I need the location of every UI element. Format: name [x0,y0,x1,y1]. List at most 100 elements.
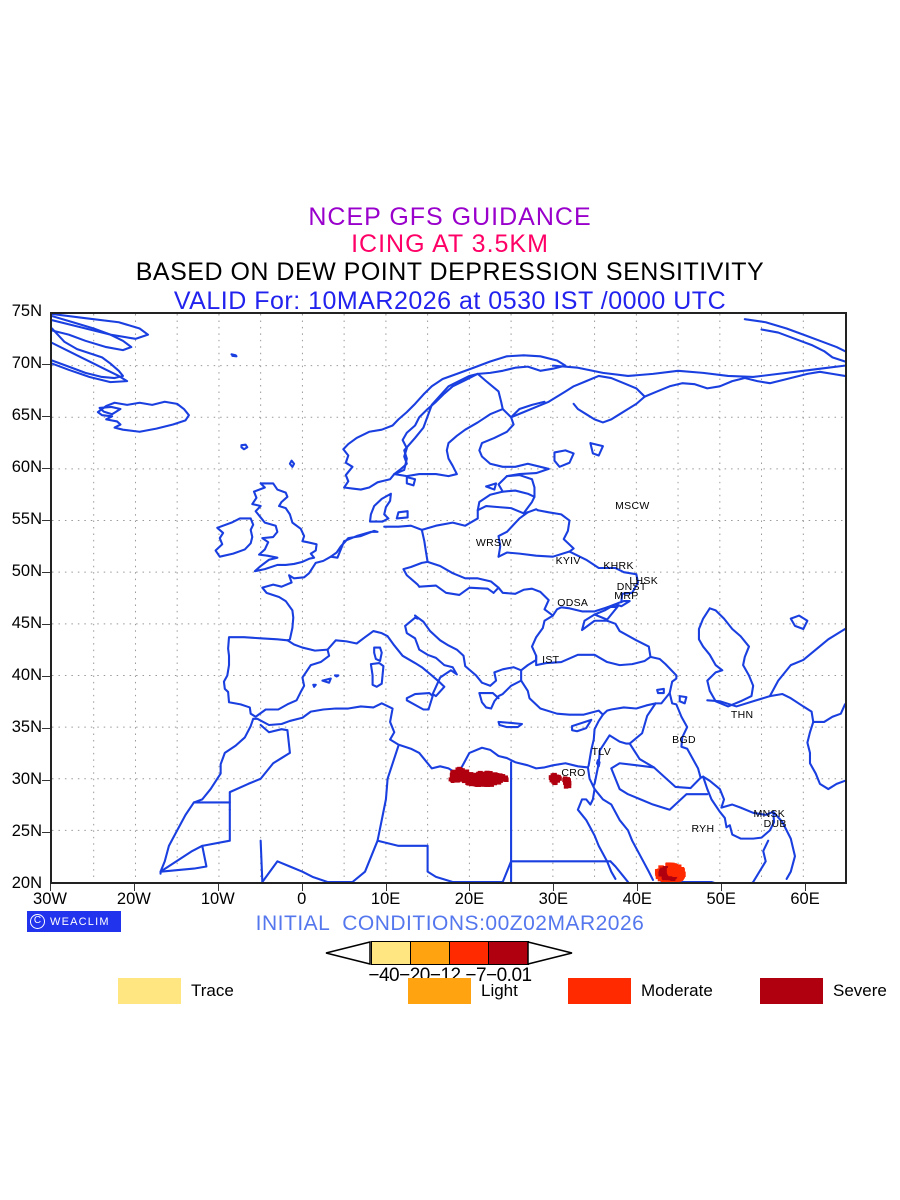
icing-cell [490,779,496,784]
lon-tick-mark [50,884,51,891]
lon-tick-label: 60E [790,890,820,908]
icing-data-overlay [448,766,686,882]
lon-tick-label: 20W [116,890,151,908]
icing-cell [663,868,668,874]
icing-cell [493,773,499,778]
icing-cell [552,772,557,778]
lat-tick-label: 30N [11,770,42,788]
severity-label-trace: Trace [191,981,234,1000]
map-plot-area[interactable] [50,312,847,884]
lat-tick-label: 40N [11,666,42,684]
weaclim-label: WEACLIM [50,915,110,928]
icing-cell [676,865,682,871]
colorbar-swatch-1 [411,942,450,964]
map-gridlines [52,314,845,882]
lat-tick-label: 75N [11,302,42,320]
severity-legend-item: Severe [760,978,887,1004]
title-line-valid: VALID For: 10MAR2026 at 0530 IST /0000 U… [173,287,727,315]
lon-tick-mark [805,884,807,891]
severity-legend-item: Light [408,978,518,1004]
icing-cell [667,868,673,874]
copyright-circle-icon: C [30,914,45,929]
severity-label-moderate: Moderate [641,981,713,1000]
lat-tick-mark [42,728,50,729]
icing-cell [562,776,568,781]
icing-cell [495,775,500,781]
icing-cell [676,870,682,876]
icing-cell [672,867,678,873]
icing-cell [490,776,496,781]
severity-legend-item: Trace [118,978,234,1004]
icing-cell [470,779,476,785]
icing-cell [668,875,674,881]
icing-cell [484,781,490,787]
lon-tick-label: 10E [370,890,401,908]
lon-tick-label: 30W [33,890,67,908]
icing-cell [454,778,459,783]
lon-tick-mark [385,884,387,891]
colorbar [325,939,575,967]
lat-tick-mark [42,416,50,417]
lon-tick-mark [721,884,723,891]
lat-tick-mark [42,624,50,625]
colorbar-swatch-2 [450,942,489,964]
icing-cell [549,777,555,783]
icing-cell [448,777,453,782]
icing-cell [566,780,572,786]
lat-tick-label: 70N [11,354,42,372]
title-line-basis: BASED ON DEW POINT DEPRESSION SENSITIVIT… [135,258,765,286]
lon-tick-label: 10W [200,890,235,908]
icing-cell [472,773,478,779]
weaclim-logo-badge[interactable]: C WEACLIM [27,911,121,932]
severity-swatch-moderate [568,978,631,1004]
severity-label-severe: Severe [833,981,887,1000]
lon-tick-mark [301,884,303,891]
icing-cell [464,769,470,775]
lat-tick-mark [42,468,50,469]
icing-cell [450,770,456,776]
icing-cell [456,767,462,773]
lat-tick-label: 65N [11,406,42,424]
icing-cell [563,780,568,785]
lat-tick-label: 20N [11,874,42,892]
icing-cell [462,772,468,778]
icing-cell [474,779,480,785]
icing-cell [565,777,570,782]
lat-tick-mark [42,364,50,365]
lat-tick-mark [42,832,50,833]
lat-tick-mark [42,780,50,781]
severity-swatch-light [408,978,471,1004]
severity-swatch-trace [118,978,181,1004]
lon-tick-mark [217,884,219,891]
icing-cell [672,872,678,878]
lon-tick-label: 20E [454,890,485,908]
icing-cell [494,779,499,785]
icing-cell [566,783,572,789]
icing-cell [488,781,494,787]
icing-cell [500,777,505,782]
lat-tick-label: 45N [11,614,42,632]
lon-tick-mark [553,884,555,891]
icing-cell [484,772,490,778]
icing-cell [485,779,491,784]
lat-tick-label: 35N [11,718,42,736]
map-canvas [52,314,845,882]
lon-tick-label: 0 [297,890,307,908]
icing-cell [554,774,560,780]
lat-tick-label: 55N [11,510,42,528]
severity-label-light: Light [481,981,518,1000]
icing-cell [679,867,685,872]
title-line-guidance: NCEP GFS GUIDANCE [308,203,592,231]
icing-cell [478,780,484,786]
colorbar-swatch-0 [372,942,411,964]
icing-cell [479,775,485,781]
icing-cell [555,778,561,783]
icing-cell [452,776,457,781]
severity-swatch-severe [760,978,823,1004]
icing-cell [654,869,661,875]
initial-conditions-text: INITIAL CONDITIONS:00Z02MAR2026 [255,912,645,935]
colorbar-swatch-3 [489,942,528,964]
lat-tick-label: 60N [11,458,42,476]
icing-cell [678,874,684,880]
